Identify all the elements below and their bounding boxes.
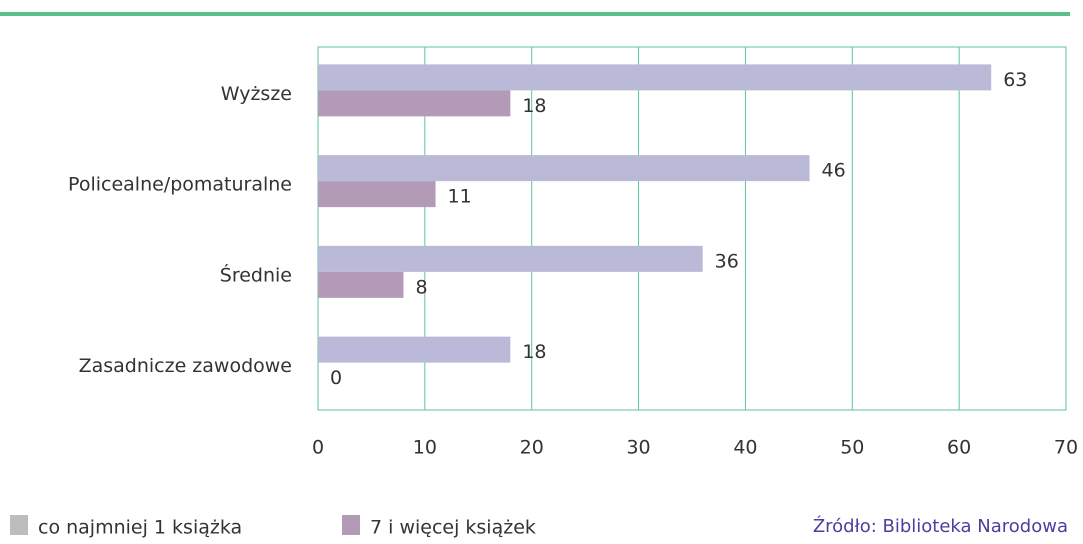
x-tick-label: 40 bbox=[733, 437, 757, 459]
legend-swatch bbox=[342, 515, 360, 535]
bar bbox=[318, 271, 404, 298]
x-tick-label: 30 bbox=[626, 437, 650, 459]
value-label: 8 bbox=[415, 276, 427, 298]
bar bbox=[318, 155, 810, 182]
value-label: 63 bbox=[1003, 69, 1027, 91]
category-label: Wyższe bbox=[221, 83, 292, 105]
plot-border bbox=[317, 46, 1067, 411]
category-label: Policealne/pomaturalne bbox=[68, 174, 292, 196]
top-rule bbox=[0, 12, 1070, 16]
value-label: 18 bbox=[522, 95, 546, 117]
bar bbox=[318, 90, 511, 117]
value-label: 18 bbox=[522, 341, 546, 363]
legend-swatch bbox=[10, 515, 28, 535]
bar bbox=[318, 64, 992, 91]
bar bbox=[318, 181, 436, 208]
value-label: 0 bbox=[330, 367, 342, 389]
x-tick-label: 20 bbox=[520, 437, 544, 459]
x-tick-label: 60 bbox=[947, 437, 971, 459]
x-tick-label: 0 bbox=[312, 437, 324, 459]
category-label: Zasadnicze zawodowe bbox=[79, 355, 292, 377]
source: Źródło: Biblioteka Narodowa bbox=[813, 515, 1068, 537]
bar bbox=[318, 245, 703, 272]
value-label: 46 bbox=[822, 160, 846, 182]
x-tick-label: 10 bbox=[413, 437, 437, 459]
bar bbox=[318, 336, 511, 363]
category-label: Średnie bbox=[220, 262, 292, 286]
legend-label: 7 i więcej książek bbox=[370, 517, 536, 539]
x-tick-label: 50 bbox=[840, 437, 864, 459]
value-label: 36 bbox=[715, 250, 739, 272]
value-label: 11 bbox=[448, 186, 472, 208]
legend-label: co najmniej 1 książka bbox=[38, 517, 242, 539]
x-tick-label: 70 bbox=[1054, 437, 1078, 459]
